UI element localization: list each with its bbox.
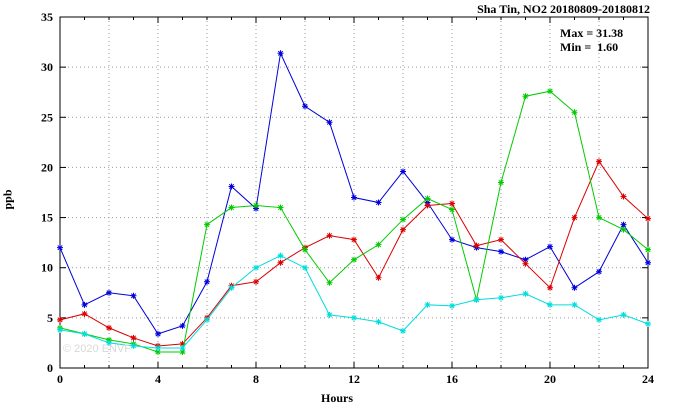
x-axis-label: Hours <box>320 391 353 405</box>
svg-text:20: 20 <box>41 160 53 174</box>
svg-text:0: 0 <box>57 372 63 386</box>
svg-text:15: 15 <box>41 211 53 225</box>
svg-text:20: 20 <box>544 372 556 386</box>
max-value: Max = 31.38 <box>560 26 624 40</box>
svg-text:35: 35 <box>41 10 53 24</box>
svg-text:8: 8 <box>253 372 259 386</box>
svg-text:12: 12 <box>348 372 360 386</box>
svg-text:5: 5 <box>47 311 53 325</box>
svg-text:4: 4 <box>155 372 161 386</box>
svg-text:24: 24 <box>642 372 654 386</box>
svg-text:0: 0 <box>47 361 53 375</box>
chart-title: Sha Tin, NO2 20180809-20180812 <box>477 2 650 16</box>
svg-text:25: 25 <box>41 110 53 124</box>
watermark: © 2020 ENVF <box>63 343 132 355</box>
svg-text:10: 10 <box>41 261 53 275</box>
min-value: Min = 1.60 <box>560 40 619 54</box>
y-axis-label: ppb <box>0 189 15 210</box>
svg-text:30: 30 <box>41 60 53 74</box>
svg-text:16: 16 <box>446 372 458 386</box>
stats-annotation: Max = 31.38 Min = 1.60 <box>560 26 623 54</box>
